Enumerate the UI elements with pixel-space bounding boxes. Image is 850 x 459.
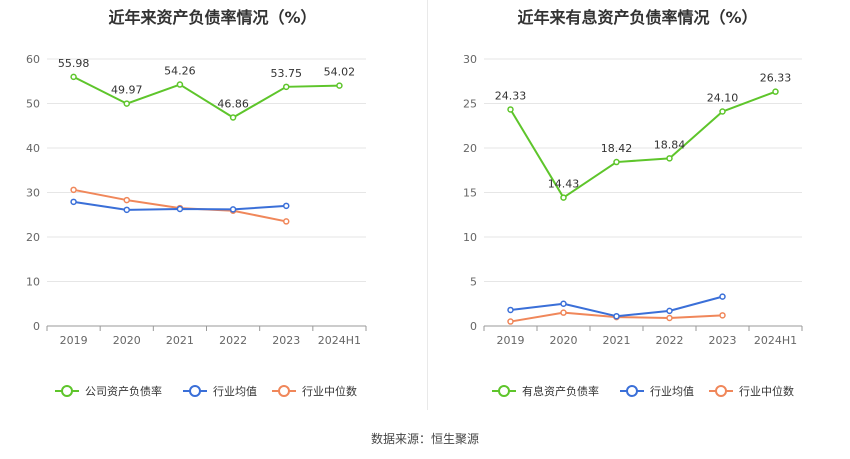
data-point-median — [719, 312, 726, 319]
data-point-company — [336, 82, 343, 89]
x-tick-label: 2022 — [219, 334, 247, 347]
data-point-avg — [666, 307, 673, 315]
x-tick-label: 2024H1 — [754, 334, 797, 347]
source-prefix: 数据来源： — [370, 432, 431, 446]
x-tick-label: 2022 — [656, 334, 684, 347]
panel-divider — [427, 0, 428, 410]
data-point-company — [772, 88, 779, 95]
data-label: 55.98 — [58, 57, 90, 70]
y-tick-label: 40 — [26, 142, 40, 155]
data-point-median — [70, 186, 77, 194]
right-chart-svg: 0 5 10 15 20 25 30 2019 2020 2021 2022 2023 2024H1 24… — [463, 53, 803, 398]
x-tick-label: 2021 — [603, 334, 631, 347]
x-tick-label: 2023 — [272, 334, 300, 347]
source-name: 恒生聚源 — [431, 432, 480, 446]
y-tick-label: 30 — [463, 53, 477, 66]
legend-label-median[interactable]: 行业中位数 — [739, 384, 794, 398]
legend-marker-median — [715, 385, 727, 397]
left-chart-title: 近年来资产负债率情况（%） — [108, 8, 317, 27]
data-point-median — [666, 314, 673, 322]
data-point-avg — [229, 206, 237, 213]
x-tick-label: 2021 — [166, 334, 194, 347]
data-point-company — [719, 108, 726, 115]
x-tick-label: 2024H1 — [318, 334, 361, 347]
data-label: 49.97 — [111, 84, 143, 97]
legend-label-avg[interactable]: 行业均值 — [650, 385, 694, 398]
y-tick-label: 30 — [26, 187, 40, 200]
data-point-avg — [70, 198, 77, 206]
y-tick-label: 5 — [470, 276, 477, 289]
data-label: 18.42 — [601, 142, 633, 155]
legend-label-company[interactable]: 公司资产负债率 — [85, 384, 162, 398]
data-label: 14.43 — [548, 178, 580, 191]
data-point-company — [229, 114, 237, 121]
data-point-avg — [123, 206, 130, 214]
data-label: 53.75 — [271, 67, 303, 80]
data-label: 46.86 — [217, 97, 249, 110]
data-point-median — [283, 218, 290, 225]
y-tick-label: 50 — [26, 98, 40, 111]
left-chart-svg: 0 10 20 30 40 50 60 2019 2020 2021 2022 2023 2024H1 5… — [26, 53, 367, 398]
data-point-company — [70, 73, 77, 81]
data-point-avg — [176, 205, 184, 213]
data-point-avg — [613, 312, 620, 320]
data-point-avg — [560, 300, 567, 307]
data-point-avg — [283, 202, 290, 210]
y-tick-label: 20 — [463, 142, 477, 155]
legend-label-company[interactable]: 有息资产负债率 — [522, 384, 599, 398]
legend-marker-avg — [189, 385, 201, 397]
data-label: 26.33 — [760, 72, 792, 85]
data-point-company — [560, 194, 567, 201]
y-tick-label: 25 — [463, 98, 477, 111]
data-label: 54.02 — [324, 66, 356, 79]
data-point-median — [123, 196, 130, 204]
x-tick-label: 2019 — [497, 334, 525, 347]
data-label: 24.10 — [707, 92, 739, 105]
legend-label-median[interactable]: 行业中位数 — [302, 384, 357, 398]
data-point-median — [507, 318, 514, 325]
left-chart-panel: 近年来资产负债率情况（%） 0 10 20 30 40 50 60 2019 2020 2021 2… — [0, 0, 425, 420]
x-tick-label: 2020 — [113, 334, 141, 347]
data-label: 54.26 — [164, 65, 196, 78]
data-point-company — [123, 100, 130, 107]
data-point-company — [666, 155, 673, 162]
data-point-company — [176, 81, 184, 88]
data-label: 24.33 — [495, 89, 527, 102]
x-tick-label: 2020 — [550, 334, 578, 347]
series-line-company — [509, 90, 776, 199]
legend-marker-company — [61, 385, 73, 397]
legend-label-avg[interactable]: 行业均值 — [213, 385, 257, 398]
data-point-avg — [507, 306, 514, 314]
series-line-company — [73, 75, 340, 119]
data-point-avg — [719, 293, 726, 300]
legend-marker-company — [498, 385, 510, 397]
right-chart-panel: 近年来有息资产负债率情况（%） 0 5 10 15 20 25 30 2019 2020 2021… — [425, 0, 850, 420]
y-tick-label: 20 — [26, 231, 40, 244]
y-tick-label: 0 — [33, 320, 40, 333]
data-point-company — [613, 158, 620, 166]
legend-marker-avg — [626, 385, 638, 397]
data-point-company — [283, 83, 290, 91]
data-point-company — [507, 106, 514, 113]
x-tick-label: 2019 — [60, 334, 88, 347]
y-tick-label: 15 — [463, 187, 477, 200]
x-tick-label: 2023 — [709, 334, 737, 347]
data-point-median — [560, 309, 567, 316]
data-source-note: 数据来源：恒生聚源 — [0, 430, 850, 447]
data-label: 18.84 — [654, 138, 686, 151]
y-tick-label: 0 — [470, 320, 477, 333]
y-tick-label: 10 — [26, 276, 40, 289]
y-tick-label: 10 — [463, 231, 477, 244]
legend-marker-median — [278, 385, 290, 397]
right-chart-title: 近年来有息资产负债率情况（%） — [517, 8, 758, 27]
y-tick-label: 60 — [26, 53, 40, 66]
